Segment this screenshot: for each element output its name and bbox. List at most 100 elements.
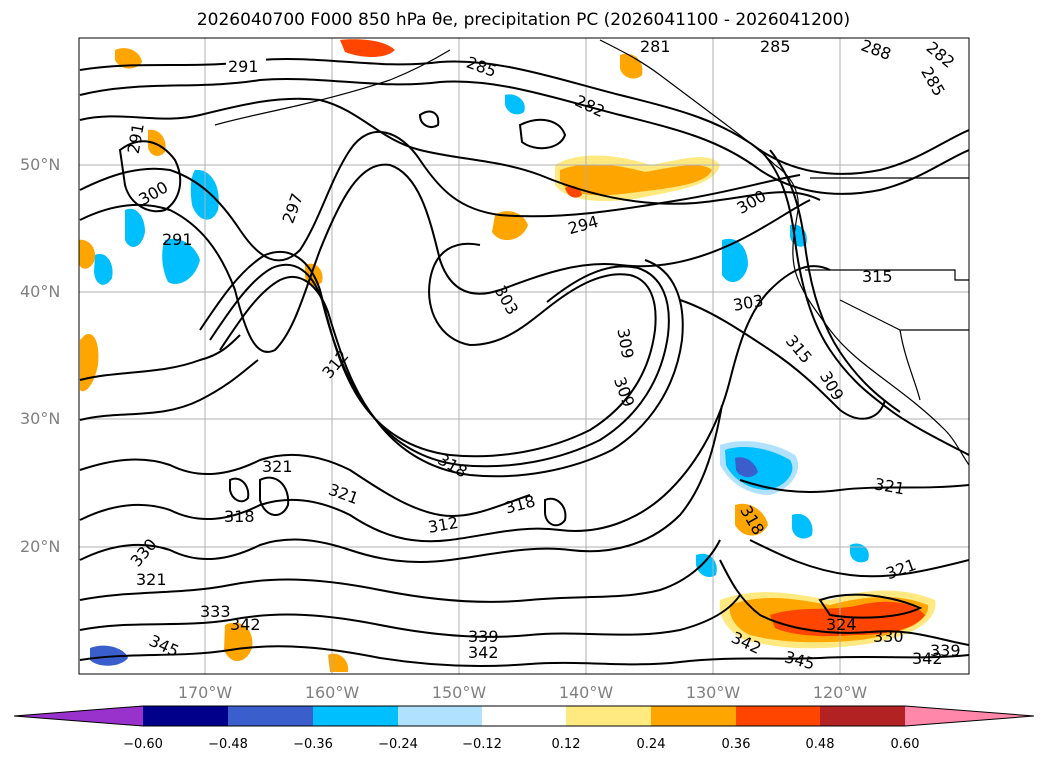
- colorbar-segment: [651, 706, 736, 726]
- contour-line: [79, 334, 241, 381]
- precip-orange-region: [224, 622, 253, 662]
- contour-line: [219, 259, 684, 478]
- colorbar-segment: [736, 706, 820, 726]
- contour-label: 291: [228, 57, 259, 76]
- lon-label: 140°W: [558, 683, 614, 702]
- contour-line: [749, 539, 969, 578]
- lon-label: 130°W: [685, 683, 741, 702]
- colorbar-segment: [228, 706, 313, 726]
- lat-label: 50°N: [20, 155, 61, 174]
- contour-line: [739, 479, 969, 493]
- contour-line: [418, 110, 440, 128]
- colorbar-tick-label: 0.24: [636, 737, 666, 752]
- colorbar-tick-label: 0.12: [551, 737, 581, 752]
- colorbar-tick-label: 0.36: [721, 737, 751, 752]
- contour-line: [79, 404, 723, 563]
- colorbar-segment: [14, 706, 143, 726]
- precip-orange-region: [735, 503, 768, 536]
- contour-line: [79, 265, 831, 543]
- contour-line: [118, 140, 182, 213]
- coastline: [214, 39, 969, 466]
- contour-line: [769, 149, 901, 413]
- contour-label: 321: [262, 457, 293, 476]
- contour-label: 333: [200, 602, 231, 621]
- contour-line: [679, 299, 886, 420]
- precip-blue-region: [94, 253, 113, 285]
- colorbar-tick-label: 0.60: [890, 737, 920, 752]
- contour-label: 318: [224, 507, 255, 526]
- precip-blue-region: [735, 457, 758, 478]
- precip-orange-region: [340, 39, 395, 57]
- contour-line: [79, 77, 969, 195]
- precip-blue-region: [792, 513, 813, 539]
- colorbar-segment: [820, 706, 905, 726]
- contour-label: 285: [760, 37, 791, 56]
- colorbar-segment: [566, 706, 651, 726]
- contour-line: [518, 118, 567, 150]
- precip-orange-region: [115, 48, 142, 69]
- contour-label: 315: [862, 267, 893, 286]
- map-frame: [78, 37, 970, 675]
- contour-line: [209, 263, 670, 468]
- contour-line: [79, 97, 821, 205]
- contour-label: 342: [912, 649, 943, 668]
- lon-label: 170°W: [177, 683, 233, 702]
- precip-red-region: [770, 601, 925, 637]
- colorbar-tick-label: −0.48: [208, 737, 248, 752]
- contour-label: 342: [230, 615, 261, 634]
- contour-line: [229, 477, 250, 503]
- contour-label: 291: [162, 230, 193, 249]
- precip-orange-region: [79, 239, 95, 269]
- contour-line: [79, 359, 259, 421]
- precip-orange-region: [148, 129, 166, 156]
- precip-orange-region: [328, 653, 349, 672]
- colorbar-segment: [313, 706, 398, 726]
- contour-line: [79, 163, 811, 353]
- contour-line: [544, 497, 567, 527]
- contour-line: [719, 559, 969, 646]
- contour-line: [79, 453, 531, 517]
- precip-blue-region: [90, 645, 128, 666]
- contour-line: [199, 242, 657, 458]
- contour-label: 321: [136, 570, 167, 589]
- map-title: 2026040700 F000 850 hPa θe, precipitatio…: [196, 10, 851, 30]
- lon-label: 120°W: [812, 683, 868, 702]
- precip-blue-region: [696, 553, 717, 577]
- contour-label: 339: [930, 641, 961, 660]
- lon-label: 150°W: [431, 683, 487, 702]
- contour-line: [79, 131, 801, 262]
- contour-line: [818, 593, 923, 619]
- colorbar-tick-label: −0.36: [293, 737, 333, 752]
- contour-label: 330: [873, 627, 904, 646]
- colorbar-outline: [13, 705, 1035, 727]
- contour-line: [259, 476, 290, 516]
- contour-label: 324: [826, 615, 857, 634]
- contour-line: [759, 149, 969, 456]
- precip-blue-region: [162, 238, 200, 284]
- contour-label: 342: [468, 643, 499, 662]
- contour-line: [79, 594, 741, 638]
- colorbar-segment: [143, 706, 228, 726]
- colorbar-tick-label: −0.60: [123, 737, 163, 752]
- lat-label: 40°N: [20, 282, 61, 301]
- colorbar-segment: [482, 706, 566, 726]
- colorbar: [13, 705, 1035, 727]
- precip-orange-region: [560, 164, 712, 196]
- precip-shading: [79, 39, 936, 672]
- contour-label: 281: [640, 37, 671, 56]
- contour-line: [79, 645, 969, 667]
- lat-label: 30°N: [20, 409, 61, 428]
- precip-orange-region: [492, 211, 528, 241]
- precip-blue-region: [722, 238, 748, 283]
- colorbar-tick-label: −0.12: [462, 737, 502, 752]
- colorbar-segment: [398, 706, 482, 726]
- lat-label: 20°N: [20, 537, 61, 556]
- colorbar-tick-label: 0.48: [805, 737, 835, 752]
- colorbar-tick-label: −0.24: [378, 737, 418, 752]
- precip-blue-region: [505, 94, 525, 115]
- colorbar-segment: [905, 706, 1034, 726]
- contour-label: 339: [468, 627, 499, 646]
- precip-blue-region: [125, 208, 145, 247]
- contour-line: [79, 539, 721, 603]
